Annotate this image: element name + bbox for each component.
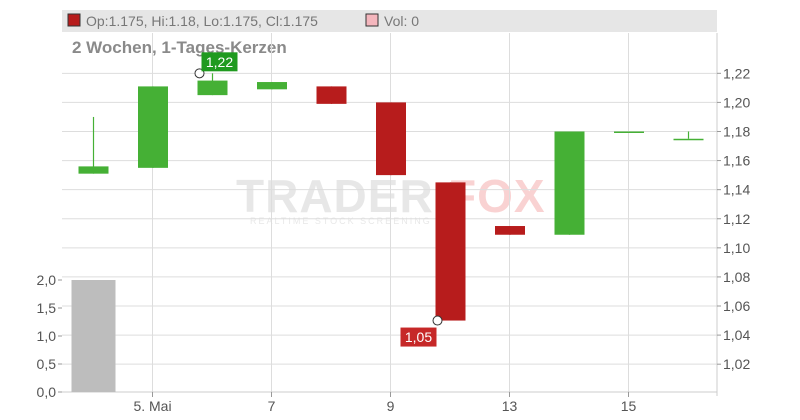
- candle: [197, 73, 228, 96]
- annotations: 1,22 1,05: [194, 52, 443, 347]
- candle-body: [554, 131, 585, 235]
- x-tick-label: 15: [621, 398, 637, 414]
- annotation-high: 1,22: [194, 52, 238, 79]
- price-axis: 1,22 1,20 1,18 1,16 1,14 1,12 1,10 1,08 1,06 1,04…: [717, 65, 750, 372]
- candle-body: [257, 82, 287, 90]
- annotation-label: 1,22: [206, 54, 233, 70]
- price-tick-label: 1,20: [723, 94, 750, 110]
- candle: [614, 131, 644, 133]
- candle-body: [316, 86, 347, 104]
- x-tick-label: 7: [268, 398, 276, 414]
- candle-body: [138, 86, 168, 168]
- candle: [554, 131, 585, 235]
- candle-body: [673, 138, 704, 141]
- x-tick-label: 13: [502, 398, 518, 414]
- candles: [78, 73, 704, 321]
- candle-body: [495, 226, 525, 235]
- price-tick-label: 1,14: [723, 182, 750, 198]
- watermark-brand-left: TRADER: [236, 170, 434, 222]
- price-tick-label: 1,16: [723, 153, 750, 169]
- volume-bar: [71, 280, 116, 392]
- price-tick-label: 1,10: [723, 240, 750, 256]
- price-tick-label: 1,22: [723, 65, 750, 81]
- candle-body: [614, 131, 644, 133]
- annotation-low: 1,05: [400, 315, 443, 347]
- annotation-label: 1,05: [405, 329, 432, 345]
- volume-tick-label: 0,5: [37, 356, 57, 372]
- price-tick-label: 1,18: [723, 123, 750, 139]
- candle: [435, 182, 466, 321]
- candle: [316, 86, 347, 104]
- annotation-marker: [432, 315, 443, 326]
- candle: [138, 86, 168, 168]
- price-tick-label: 1,12: [723, 211, 750, 227]
- x-tick-label: 5. Mai: [133, 398, 171, 414]
- annotation-label-box: [400, 327, 437, 347]
- price-tick-label: 1,02: [723, 356, 750, 372]
- price-tick-label: 1,08: [723, 269, 750, 285]
- volume-tick-label: 1,5: [37, 300, 57, 316]
- candle: [78, 116, 109, 174]
- candle: [673, 131, 704, 141]
- volume-legend-text: Vol: 0: [384, 13, 419, 29]
- volume-tick-label: 1,0: [37, 328, 57, 344]
- price-tick-label: 1,04: [723, 327, 750, 343]
- annotation-label-box: [201, 52, 238, 72]
- ohlc-legend-text: Op:1.175, Hi:1.18, Lo:1.175, Cl:1.175: [86, 13, 318, 29]
- ohlc-legend-swatch: [67, 13, 81, 27]
- x-axis: 5. Mai 7 9 13 15: [133, 392, 636, 414]
- candle-body: [197, 80, 228, 96]
- chart-title: 2 Wochen, 1-Tages-Kerzen: [72, 38, 287, 57]
- candle-body: [376, 102, 406, 176]
- volume-axis: 2,0 1,5 1,0 0,5 0,0: [37, 272, 62, 400]
- price-tick-label: 1,06: [723, 298, 750, 314]
- volume-tick-label: 0,0: [37, 384, 57, 400]
- volume-legend-swatch: [365, 13, 379, 27]
- header-bar: [62, 10, 717, 32]
- candle: [257, 82, 287, 90]
- volume-tick-label: 2,0: [37, 272, 57, 288]
- watermark-tagline: REALTIME STOCK SCREENING: [250, 216, 432, 226]
- candle-body: [435, 182, 466, 321]
- x-tick-label: 9: [387, 398, 395, 414]
- candle-body: [78, 166, 109, 174]
- grid-lines: [62, 33, 718, 396]
- volume-bars: [71, 280, 116, 392]
- candle: [495, 226, 525, 235]
- candle: [376, 102, 406, 176]
